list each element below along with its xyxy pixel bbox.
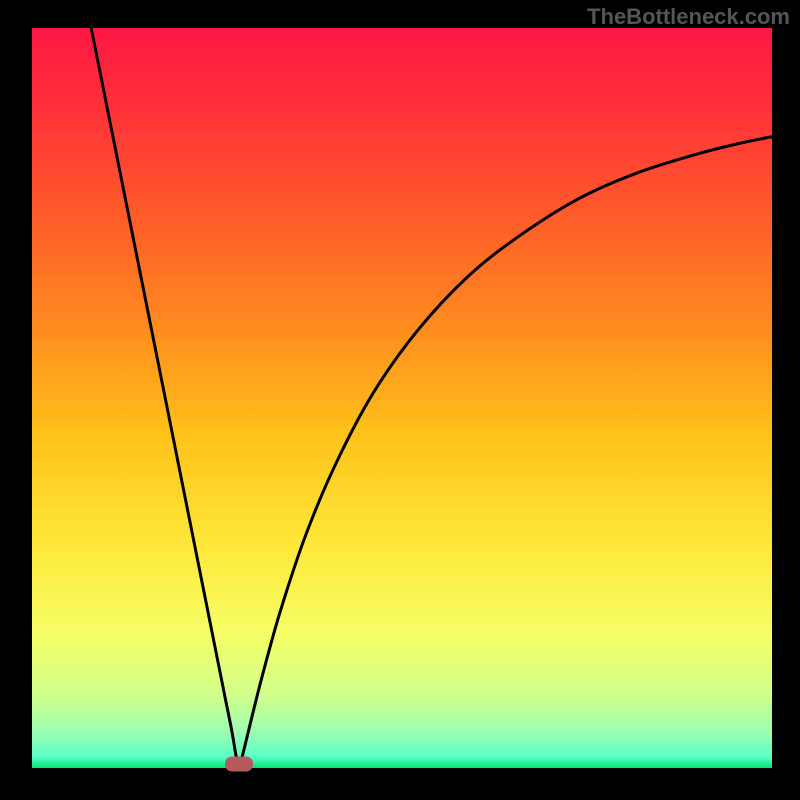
curve-svg	[32, 28, 772, 768]
plot-area	[32, 28, 772, 768]
minimum-marker	[225, 756, 253, 771]
watermark-text: TheBottleneck.com	[587, 4, 790, 30]
bottleneck-curve	[91, 28, 772, 768]
chart-container: TheBottleneck.com	[0, 0, 800, 800]
